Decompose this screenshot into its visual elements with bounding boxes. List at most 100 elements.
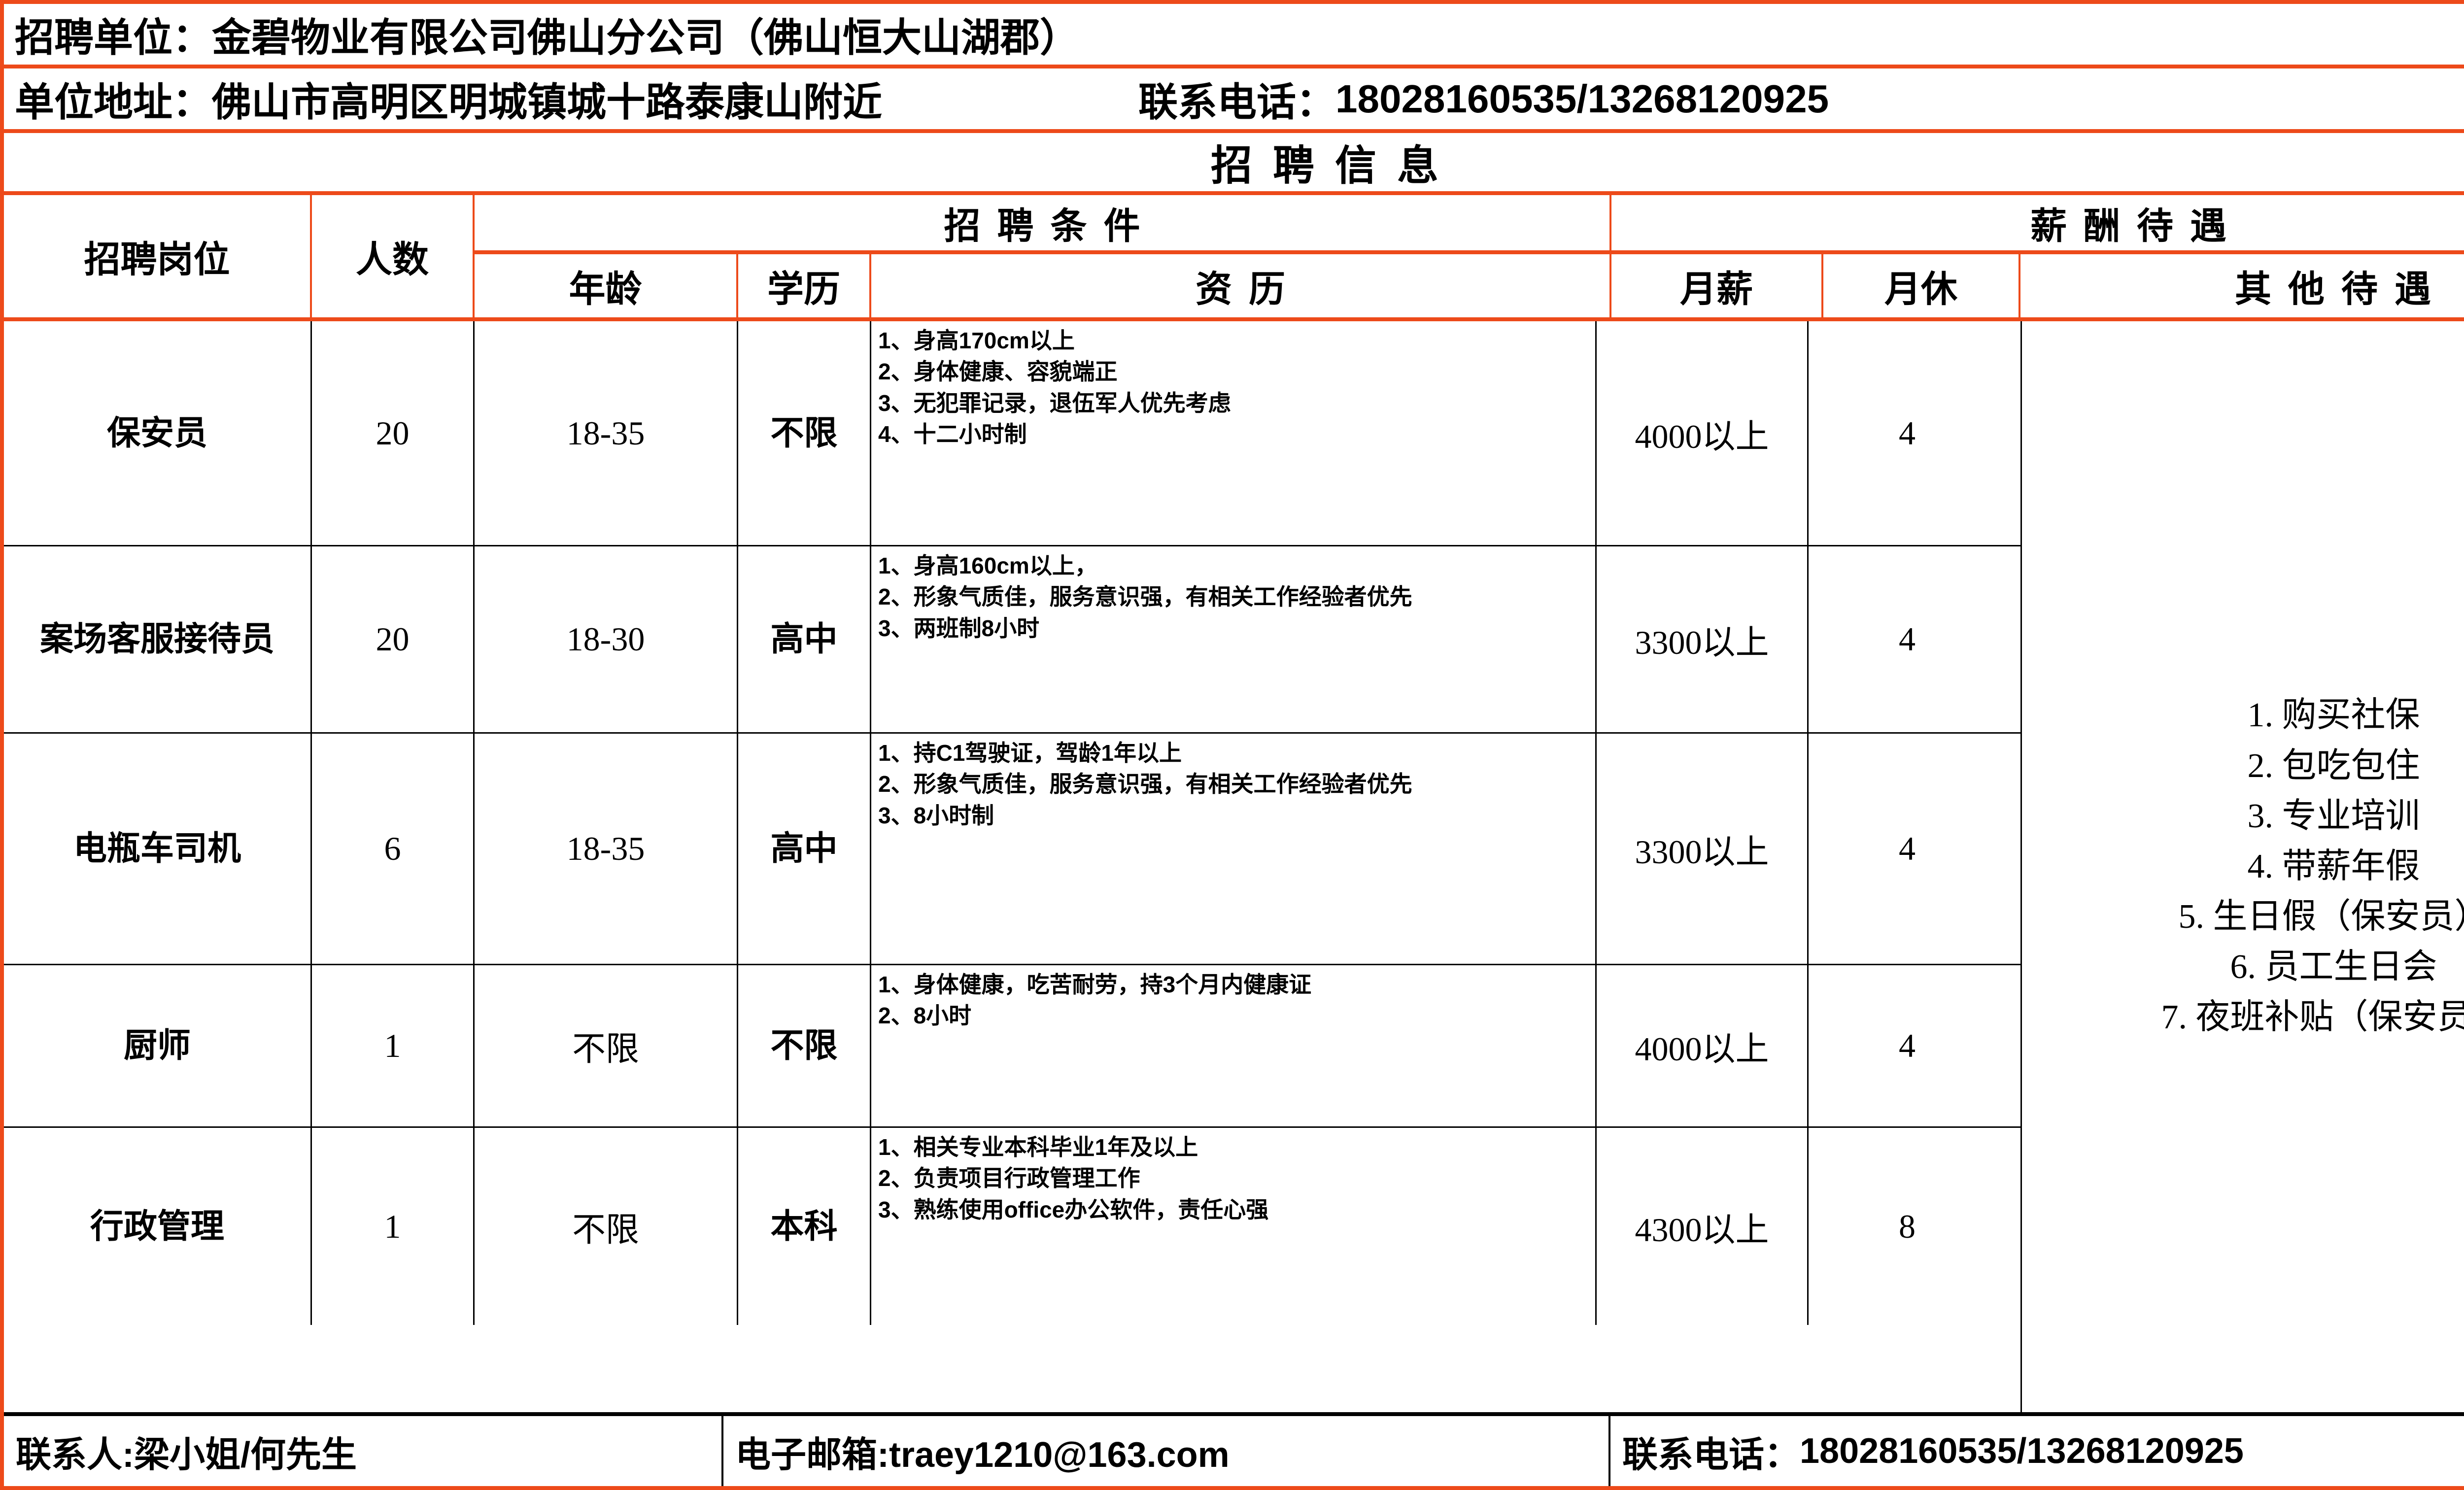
cell-education: 高中 [738,734,871,964]
header-group-conditions: 招聘条件 年龄 学历 资历 [475,195,1611,317]
qualification-line: 2、8小时 [878,1003,972,1029]
footer-cell-phone: 联系电话： 18028160535/13268120925 [1610,1416,2464,1486]
header-cell-position: 招聘岗位 [4,195,312,317]
qualification-line: 1、身体健康，吃苦耐劳，持3个月内健康证 [878,972,1312,997]
address-value: 佛山市高明区明城镇城十路泰康山附近 [212,80,882,124]
cell-age-text: 18-35 [566,830,645,867]
cell-restdays-text: 8 [1899,1207,1916,1245]
cell-restdays: 4 [1809,546,2006,732]
cell-qualification: 1、身体健康，吃苦耐劳，持3个月内健康证 2、8小时 [871,965,1597,1126]
benefit-item: 2. 包吃包住 [2247,746,2420,785]
cell-headcount: 20 [312,546,475,732]
header-group-compensation: 薪酬待遇 月薪 月休 其他待遇 [1611,195,2464,317]
cell-education: 不限 [738,321,871,545]
header-group-compensation-subs: 月薪 月休 其他待遇 [1611,254,2464,317]
cell-restdays-text: 4 [1899,830,1916,867]
cell-age-text: 18-30 [566,620,645,658]
cell-position: 电瓶车司机 [4,734,312,964]
cell-position-text: 保安员 [106,414,207,452]
qualification-line: 1、持C1驾驶证，驾龄1年以上 [878,740,1182,766]
qualification-line: 3、无犯罪记录，退伍军人优先考虑 [878,390,1231,416]
cell-restdays-text: 4 [1899,414,1916,452]
qualification-line: 2、负责项目行政管理工作 [878,1165,1140,1191]
qualification-line: 3、熟练使用office办公软件，责任心强 [878,1196,1269,1222]
cell-position: 厨师 [4,965,312,1126]
benefit-item: 7. 夜班补贴（保安员） [2161,998,2464,1037]
benefit-item: 1. 购买社保 [2247,696,2420,735]
table-header: 招聘岗位 人数 招聘条件 年龄 学历 资历 [4,195,2464,321]
cell-salary-text: 4000以上 [1635,1030,1769,1068]
header-cell-age: 年龄 [475,254,738,317]
cell-headcount-text: 20 [376,414,410,452]
cell-headcount: 20 [312,321,475,545]
cell-age-text: 18-35 [566,414,645,452]
cell-education-text: 不限 [770,1027,838,1065]
cell-age: 不限 [475,1128,738,1325]
cell-age-text: 不限 [572,1211,639,1249]
footer-email: 电子邮箱:traey1210@163.com [735,1435,1230,1475]
cell-salary-text: 3300以上 [1635,833,1769,871]
header-group-conditions-subs: 年龄 学历 资历 [475,254,1609,317]
header-cell-other-benefits: 其他待遇 [2020,254,2464,317]
address-label: 单位地址： [15,80,212,124]
header-cell-headcount: 人数 [312,195,475,317]
cell-position-text: 行政管理 [90,1207,224,1245]
qualification-line: 2、形象气质佳，服务意识强，有相关工作经验者优先 [878,584,1412,610]
cell-headcount: 6 [312,734,475,964]
cell-qualification: 1、相关专业本科毕业1年及以上 2、负责项目行政管理工作 3、熟练使用office办… [871,1128,1597,1325]
footer-phone-value: 18028160535/13268120925 [1800,1431,2244,1471]
cell-position-text: 厨师 [123,1027,191,1065]
cell-position-text: 电瓶车司机 [73,830,241,868]
benefits-cell: 1. 购买社保 2. 包吃包住 3. 专业培训 4. 带薪年假 5. 生日假（保安员） 6… [2020,321,2464,1412]
cell-education-text: 高中 [770,830,838,868]
cell-education-text: 高中 [770,620,838,658]
header-phone-value: 18028160535/13268120925 [1335,76,1829,121]
cell-age: 18-30 [475,546,738,732]
header-phone-label: 联系电话： [1138,80,1335,124]
qualification-line: 4、十二小时制 [878,421,1027,447]
header-cell-education: 学历 [738,254,871,317]
cell-education: 高中 [738,546,871,732]
employer-value: 金碧物业有限公司佛山分公司（佛山恒大山湖郡） [212,15,1079,60]
table-row: 保安员 20 18-35 不限 1、身高170cm以上 2、身体健康、容貌端正 3、无犯罪记… [4,321,2020,546]
header-cell-restdays: 月休 [1823,254,2020,317]
cell-position: 案场客服接待员 [4,546,312,732]
cell-headcount: 1 [312,1128,475,1325]
cell-headcount: 1 [312,965,475,1126]
qualification-line: 2、身体健康、容貌端正 [878,359,1118,385]
cell-education-text: 不限 [770,414,838,452]
footer-cell-contact: 联系人:梁小姐/何先生 [4,1416,723,1486]
header-group-conditions-title: 招聘条件 [475,195,1609,254]
header-label-position: 招聘岗位 [84,238,230,280]
footer-cell-email: 电子邮箱:traey1210@163.com [723,1416,1610,1486]
address-row: 单位地址： 佛山市高明区明城镇城十路泰康山附近 联系电话： 18028160535/… [4,68,2464,133]
header-label-salary: 月薪 [1680,268,1753,309]
header-label-other-benefits: 其他待遇 [2235,268,2448,309]
header-label-education: 学历 [767,268,840,309]
cell-qualification: 1、身高160cm以上， 2、形象气质佳，服务意识强，有相关工作经验者优先 3、两班… [871,546,1597,732]
cell-restdays: 4 [1809,321,2006,545]
table-body: 保安员 20 18-35 不限 1、身高170cm以上 2、身体健康、容貌端正 3、无犯罪记… [4,321,2464,1412]
cell-salary: 4000以上 [1597,321,1809,545]
cell-education: 不限 [738,965,871,1126]
cell-qualification: 1、身高170cm以上 2、身体健康、容貌端正 3、无犯罪记录，退伍军人优先考虑 4、… [871,321,1597,545]
cell-headcount-text: 1 [384,1027,401,1064]
footer-row: 联系人:梁小姐/何先生 电子邮箱:traey1210@163.com 联系电话：… [4,1412,2464,1486]
cell-headcount-text: 6 [384,830,401,867]
header-group-compensation-title: 薪酬待遇 [1611,195,2464,254]
qualification-line: 1、相关专业本科毕业1年及以上 [878,1134,1198,1160]
cell-qualification: 1、持C1驾驶证，驾龄1年以上 2、形象气质佳，服务意识强，有相关工作经验者优先 3… [871,734,1597,964]
benefit-item: 5. 生日假（保安员） [2178,898,2464,936]
cell-restdays-text: 4 [1899,620,1916,658]
qualification-line: 3、8小时制 [878,802,994,828]
table-row: 行政管理 1 不限 本科 1、相关专业本科毕业1年及以上 2、负责项目行政管理工作 3、熟练… [4,1128,2020,1325]
benefit-item: 4. 带薪年假 [2247,847,2420,885]
qualification-line: 3、两班制8小时 [878,615,1040,641]
cell-age: 不限 [475,965,738,1126]
table-row: 厨师 1 不限 不限 1、身体健康，吃苦耐劳，持3个月内健康证 2、8小时 4000以上 4 [4,965,2020,1128]
cell-age: 18-35 [475,734,738,964]
cell-salary: 4000以上 [1597,965,1809,1126]
cell-restdays-text: 4 [1899,1027,1916,1064]
cell-position-text: 案场客服接待员 [39,620,274,658]
employer-row: 招聘单位： 金碧物业有限公司佛山分公司（佛山恒大山湖郡） [4,4,2464,68]
